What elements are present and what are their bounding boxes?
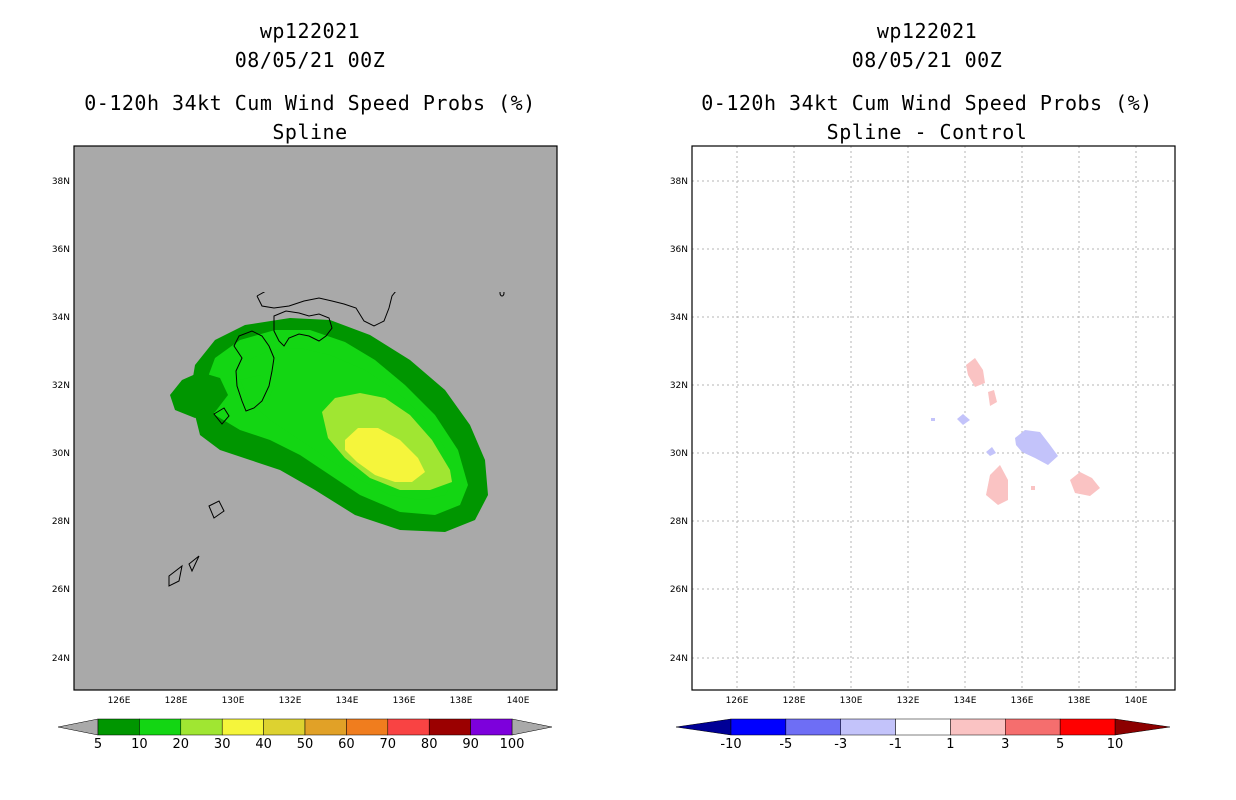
right-xtick-128: 128E [783, 696, 806, 706]
right-xtick-136: 136E [1011, 696, 1034, 706]
right-colorbar-label-6: 5 [1056, 737, 1064, 752]
anomaly-neg-3 [986, 447, 996, 456]
left-xtick-136: 136E [393, 696, 416, 706]
left-colorbar-swatch-9 [470, 718, 513, 736]
left-xtick-130: 130E [222, 696, 245, 706]
left-ytick-26: 26N [52, 585, 70, 595]
left-colorbar-label-3: 30 [214, 737, 231, 752]
left-colorbar-swatch-0 [97, 718, 140, 736]
right-colorbar-swatch-1 [785, 718, 841, 736]
right-colorbar-swatch-2 [840, 718, 896, 736]
anomaly-neg-1 [957, 414, 970, 425]
left-product: 0-120h 34kt Cum Wind Speed Probs (%) [84, 91, 536, 115]
left-colorbar-swatch-3 [221, 718, 264, 736]
right-title: wp122021 08/05/21 00Z 0-120h 34kt Cum Wi… [627, 17, 1227, 147]
left-xtick-134: 134E [336, 696, 359, 706]
right-xtick-138: 138E [1068, 696, 1091, 706]
right-colorbar-label-5: 3 [1001, 737, 1009, 752]
anomaly-pos-4 [1070, 472, 1100, 496]
left-ytick-34: 34N [52, 313, 70, 323]
left-colorbar-label-0: 5 [94, 737, 102, 752]
left-colorbar-label-8: 80 [421, 737, 438, 752]
left-colorbar-over-arrow [511, 718, 553, 736]
left-colorbar-label-6: 60 [338, 737, 355, 752]
left-y-ticks: 38N 36N 34N 32N 30N 28N 26N 24N [52, 177, 70, 664]
right-ytick-34: 34N [670, 313, 688, 323]
right-xtick-134: 134E [954, 696, 977, 706]
right-y-ticks: 38N 36N 34N 32N 30N 28N 26N 24N [670, 177, 688, 664]
right-xtick-126: 126E [726, 696, 749, 706]
right-ytick-32: 32N [670, 381, 688, 391]
left-ytick-28: 28N [52, 517, 70, 527]
left-colorbar-swatch-6 [346, 718, 389, 736]
right-colorbar-label-1: -5 [779, 737, 792, 752]
right-colorbar-swatch-4 [950, 718, 1006, 736]
contour-30 [345, 428, 425, 482]
right-storm-id: wp122021 [876, 19, 978, 43]
left-ytick-32: 32N [52, 381, 70, 391]
left-init-time: 08/05/21 00Z [234, 48, 386, 72]
left-ytick-36: 36N [52, 245, 70, 255]
left-title: wp122021 08/05/21 00Z 0-120h 34kt Cum Wi… [10, 17, 610, 147]
anomaly-neg-1b [931, 418, 935, 421]
anomaly-pos-3 [986, 465, 1008, 505]
left-colorbar-label-7: 70 [380, 737, 397, 752]
right-ytick-30: 30N [670, 449, 688, 459]
right-ytick-28: 28N [670, 517, 688, 527]
right-subtitle: Spline - Control [826, 120, 1028, 144]
left-xtick-140: 140E [507, 696, 530, 706]
left-colorbar-label-4: 40 [255, 737, 272, 752]
right-product: 0-120h 34kt Cum Wind Speed Probs (%) [701, 91, 1153, 115]
right-colorbar-swatch-6 [1059, 718, 1116, 736]
left-ytick-38: 38N [52, 177, 70, 187]
right-colorbar-swatch-5 [1005, 718, 1061, 736]
left-colorbar-swatch-2 [180, 718, 223, 736]
right-ytick-26: 26N [670, 585, 688, 595]
left-storm-id: wp122021 [259, 19, 361, 43]
left-colorbar-swatch-8 [428, 718, 471, 736]
anomaly-neg-2 [1015, 430, 1058, 465]
left-xtick-132: 132E [279, 696, 302, 706]
right-xtick-132: 132E [897, 696, 920, 706]
left-subtitle: Spline [272, 120, 348, 144]
right-init-time: 08/05/21 00Z [851, 48, 1003, 72]
left-colorbar-under-arrow [57, 718, 99, 736]
left-colorbar-label-10: 100 [500, 737, 525, 752]
right-colorbar-under-arrow [675, 718, 732, 736]
left-colorbar-swatch-1 [139, 718, 182, 736]
right-colorbar-swatch-0 [730, 718, 787, 736]
right-colorbar-swatch-3 [895, 718, 951, 736]
left-colorbar-swatch-5 [304, 718, 347, 736]
right-difference-contours [931, 358, 1100, 505]
left-colorbar-swatch-4 [263, 718, 306, 736]
left-xtick-126: 126E [108, 696, 131, 706]
right-colorbar-label-0: -10 [720, 737, 741, 752]
left-xtick-138: 138E [450, 696, 473, 706]
left-xtick-128: 128E [165, 696, 188, 706]
left-colorbar-label-5: 50 [297, 737, 314, 752]
right-ytick-38: 38N [670, 177, 688, 187]
right-xtick-130: 130E [840, 696, 863, 706]
left-ytick-30: 30N [52, 449, 70, 459]
left-x-ticks: 126E 128E 130E 132E 134E 136E 138E 140E [108, 696, 530, 706]
right-colorbar-label-7: 10 [1107, 737, 1124, 752]
right-colorbar-over-arrow [1114, 718, 1171, 736]
anomaly-pos-1 [966, 358, 985, 387]
left-ytick-24: 24N [52, 654, 70, 664]
right-x-ticks: 126E 128E 130E 132E 134E 136E 138E 140E [726, 696, 1148, 706]
left-colorbar-swatch-7 [387, 718, 430, 736]
left-colorbar-label-2: 20 [173, 737, 190, 752]
right-colorbar-label-3: -1 [889, 737, 902, 752]
right-colorbar: -10 -5 -3 -1 1 3 5 10 [675, 718, 1171, 752]
right-ytick-36: 36N [670, 245, 688, 255]
right-colorbar-label-2: -3 [834, 737, 847, 752]
left-colorbar-label-1: 10 [131, 737, 148, 752]
right-xtick-140: 140E [1125, 696, 1148, 706]
left-colorbar: 5 10 20 30 40 50 60 70 80 90 100 [57, 718, 553, 752]
anomaly-pos-2 [988, 390, 997, 406]
right-ytick-24: 24N [670, 654, 688, 664]
right-colorbar-label-4: 1 [946, 737, 954, 752]
left-colorbar-label-9: 90 [462, 737, 479, 752]
